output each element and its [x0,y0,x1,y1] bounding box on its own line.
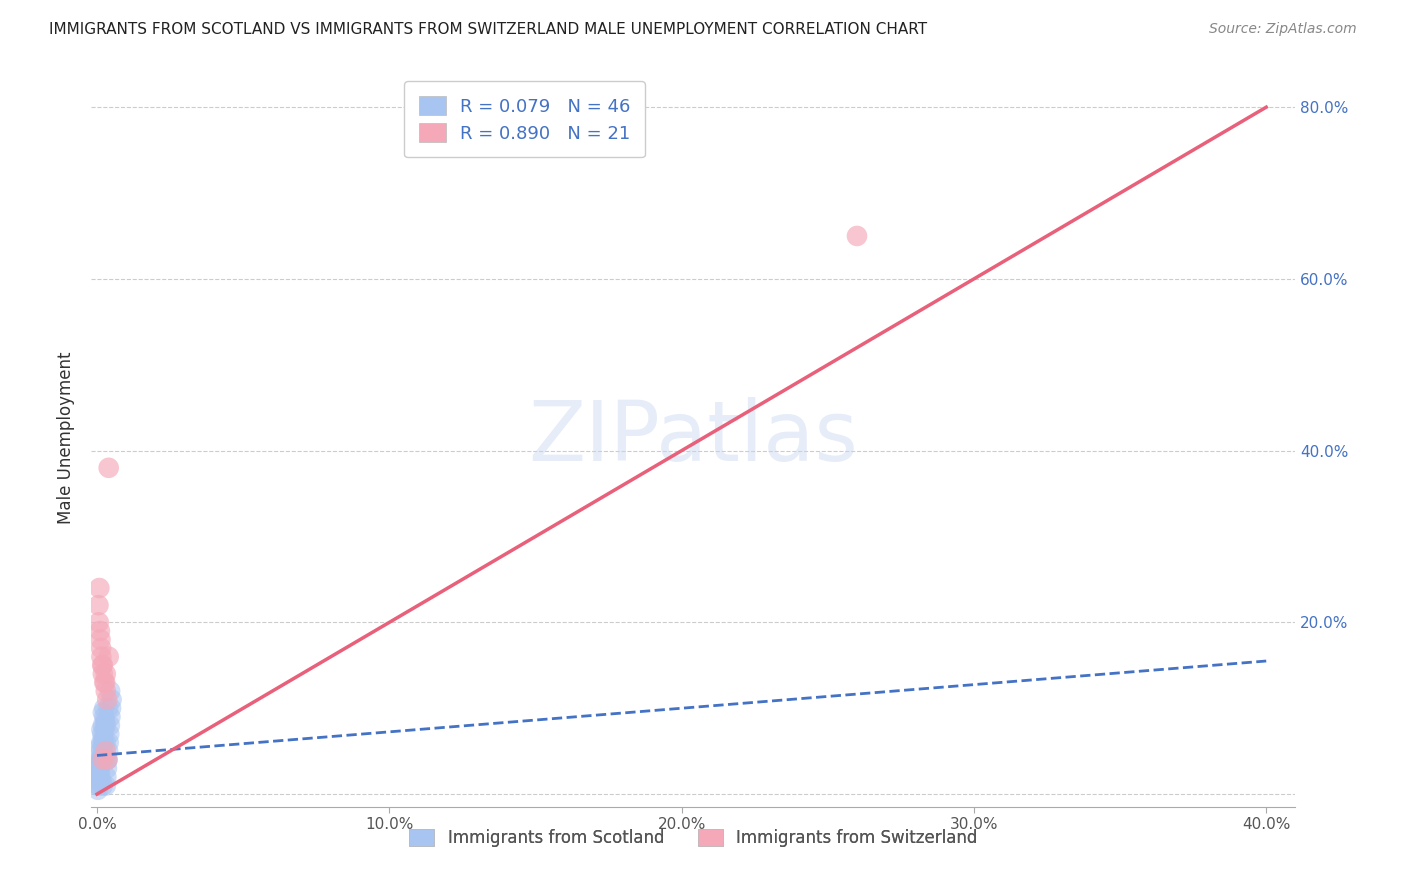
Point [90,774,112,789]
Point [94,744,117,758]
Point [91,753,114,767]
Point [96,753,118,767]
Point [87,779,110,793]
Point [90,641,112,656]
Point [93,731,115,746]
Point [98,684,121,698]
Point [90,649,112,664]
Point [846,229,869,244]
Point [90,753,112,767]
Point [93,710,115,724]
Point [94,735,117,749]
Text: ZIPatlas: ZIPatlas [529,397,858,478]
Point [91,666,114,681]
Point [89,753,111,767]
Point [96,770,118,784]
Point [87,779,110,793]
Legend: Immigrants from Scotland, Immigrants from Switzerland: Immigrants from Scotland, Immigrants fro… [402,822,984,854]
Point [87,598,110,612]
Point [94,684,117,698]
Point [93,735,115,749]
Point [94,714,117,728]
Text: IMMIGRANTS FROM SCOTLAND VS IMMIGRANTS FROM SWITZERLAND MALE UNEMPLOYMENT CORREL: IMMIGRANTS FROM SCOTLAND VS IMMIGRANTS F… [49,22,928,37]
Point [90,735,112,749]
Point [96,692,118,706]
Point [93,675,115,690]
Point [96,753,118,767]
Point [91,739,114,754]
Point [98,727,121,741]
Point [89,744,111,758]
Point [89,624,111,638]
Point [91,706,114,720]
Point [87,774,110,789]
Point [87,782,110,797]
Point [87,757,110,772]
Point [94,666,117,681]
Point [100,692,122,706]
Point [89,765,111,780]
Point [89,581,111,595]
Point [91,658,114,673]
Point [91,718,114,732]
Y-axis label: Male Unemployment: Male Unemployment [58,351,75,524]
Point [93,701,115,715]
Point [87,770,110,784]
Point [89,632,111,647]
Point [93,723,115,737]
Point [91,658,114,673]
Point [90,723,112,737]
Point [97,649,120,664]
Point [97,460,120,475]
Point [100,710,122,724]
Point [96,761,118,775]
Point [96,753,118,767]
Point [91,779,114,793]
Text: Source: ZipAtlas.com: Source: ZipAtlas.com [1209,22,1357,37]
Point [89,770,111,784]
Point [97,744,120,758]
Point [91,727,114,741]
Point [87,765,110,780]
Point [97,701,120,715]
Point [89,761,111,775]
Point [90,757,112,772]
Point [94,675,117,690]
Point [90,748,112,763]
Point [89,739,111,754]
Point [87,615,110,630]
Point [94,718,117,732]
Point [97,735,120,749]
Point [100,701,122,715]
Point [94,779,117,793]
Point [98,718,121,732]
